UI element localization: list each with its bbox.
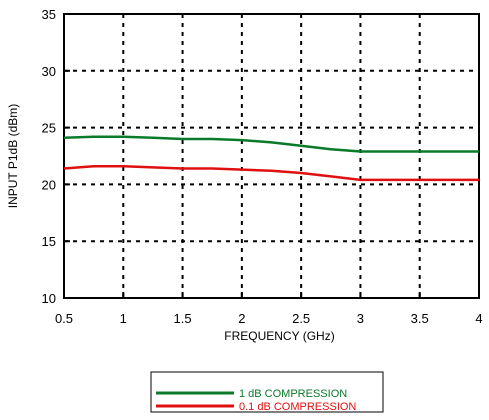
y-tick-label: 10 <box>42 291 56 306</box>
series-line-1db <box>63 135 479 153</box>
x-tick-label: 3.5 <box>411 311 429 326</box>
plot-frame <box>63 13 480 299</box>
grid <box>64 14 479 298</box>
x-axis-label: FREQUENCY (GHz) <box>224 329 334 343</box>
y-tick-label: 15 <box>42 234 56 249</box>
series-lines <box>63 135 479 182</box>
x-tick-label: 2.5 <box>292 311 310 326</box>
legend-label-1db: 1 dB COMPRESSION <box>239 388 347 400</box>
y-tick-label: 20 <box>42 177 56 192</box>
legend: 1 dB COMPRESSION 0.1 dB COMPRESSION <box>150 371 384 413</box>
x-tick-label: 1 <box>120 311 127 326</box>
y-tick-label: 35 <box>42 7 56 22</box>
y-tick-labels: 10 15 20 25 30 35 <box>42 7 56 306</box>
y-axis-label: INPUT P1dB (dBm) <box>6 104 20 208</box>
x-tick-label: 3 <box>357 311 364 326</box>
x-tick-label: 4 <box>475 311 482 326</box>
y-tick-label: 30 <box>42 64 56 79</box>
x-tick-label: 2 <box>238 311 245 326</box>
x-tick-label: 0.5 <box>55 311 73 326</box>
legend-label-0-1db: 0.1 dB COMPRESSION <box>239 401 356 413</box>
tick-marks <box>63 13 480 299</box>
x-tick-labels: 0.5 1 1.5 2 2.5 3 3.5 4 <box>55 311 483 326</box>
x-tick-label: 1.5 <box>174 311 192 326</box>
series-line-0-1db <box>63 164 479 182</box>
y-tick-label: 25 <box>42 121 56 136</box>
